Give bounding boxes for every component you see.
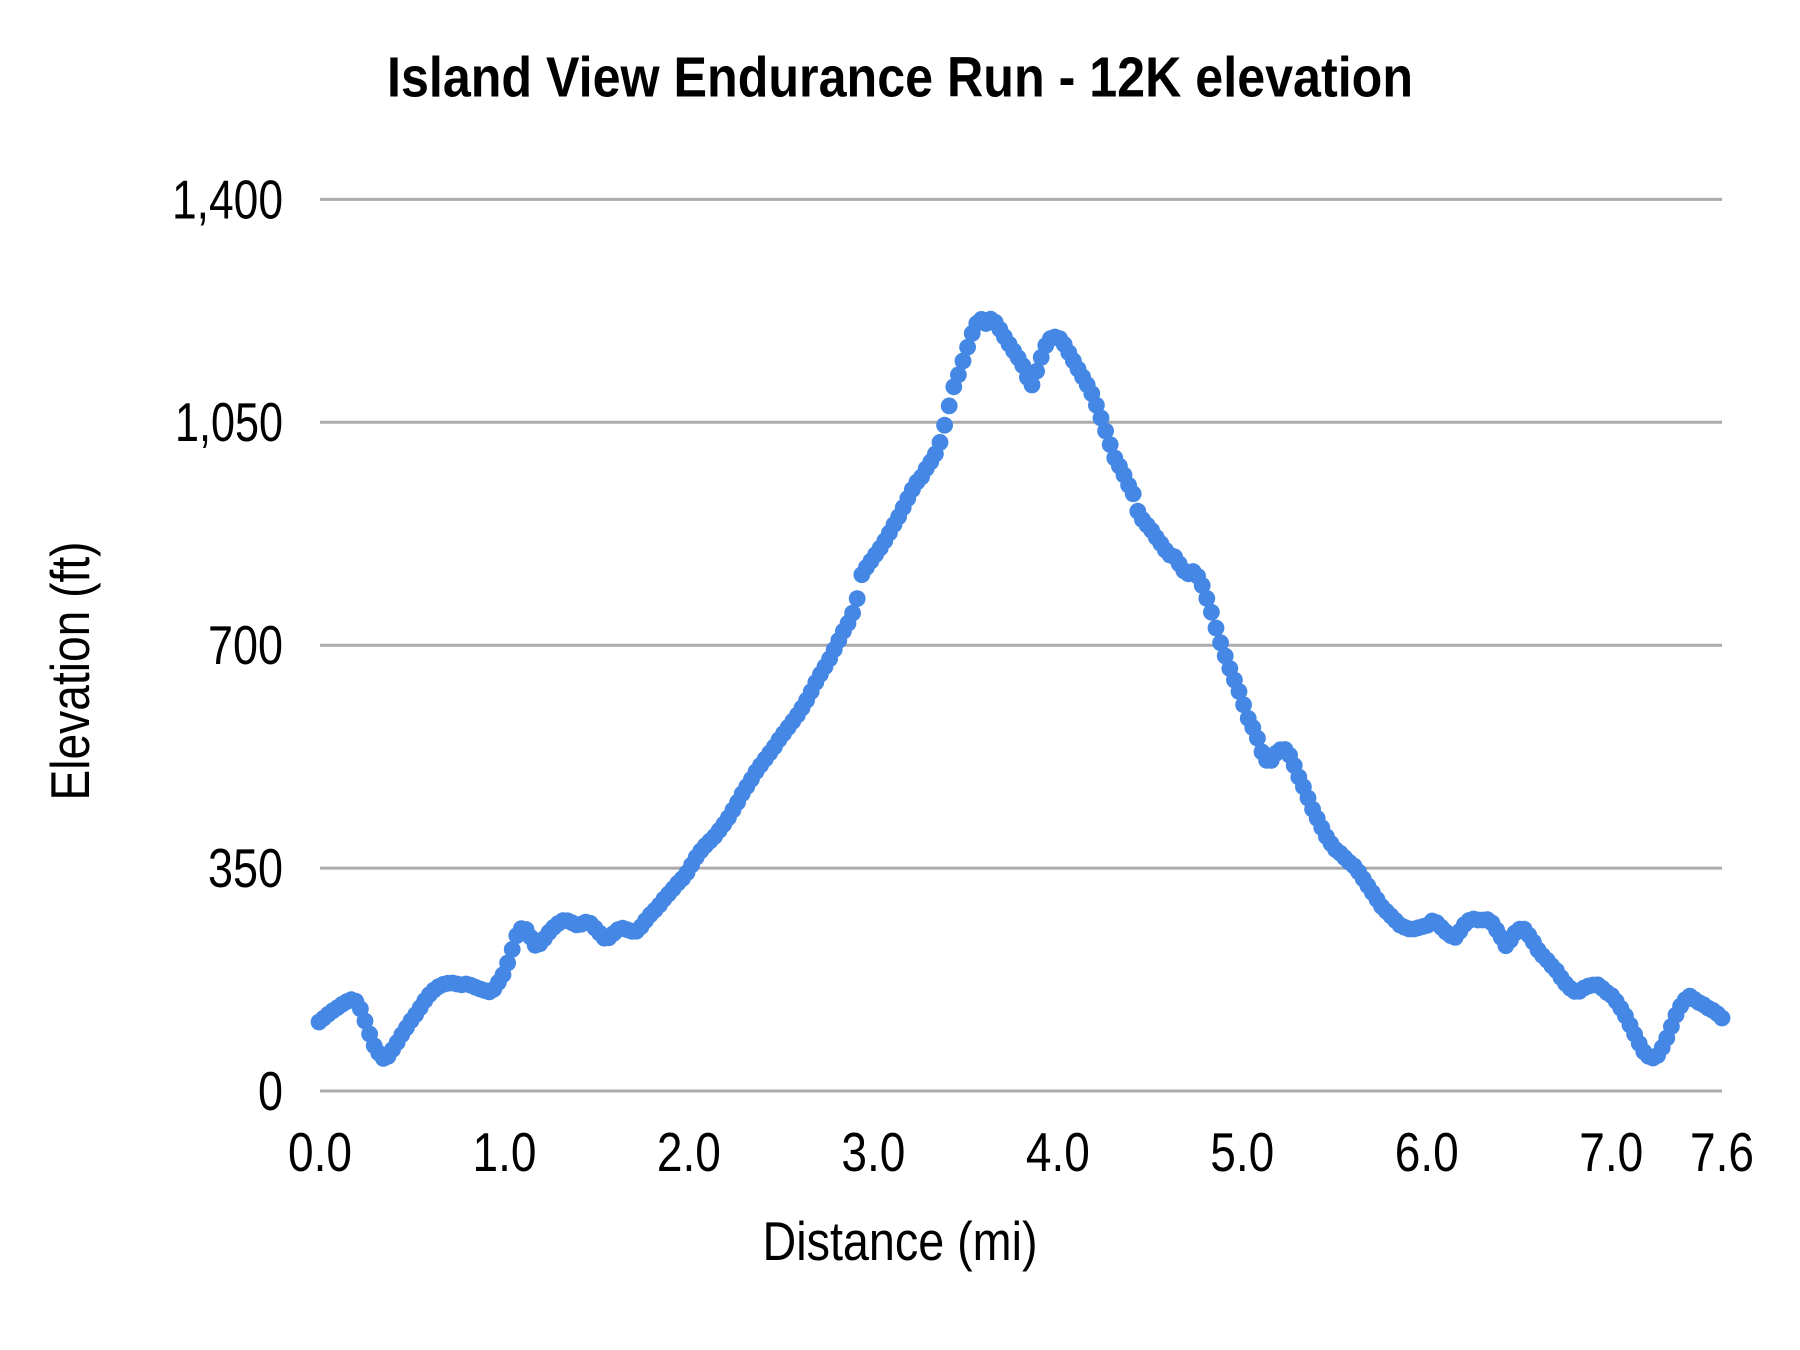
svg-text:7.0: 7.0 bbox=[1579, 1121, 1643, 1183]
svg-text:6.0: 6.0 bbox=[1395, 1121, 1459, 1183]
svg-text:0: 0 bbox=[258, 1060, 283, 1122]
svg-text:Distance (mi): Distance (mi) bbox=[763, 1210, 1038, 1272]
svg-text:3.0: 3.0 bbox=[841, 1121, 905, 1183]
svg-text:2.0: 2.0 bbox=[657, 1121, 721, 1183]
svg-text:1,050: 1,050 bbox=[175, 391, 283, 453]
svg-text:5.0: 5.0 bbox=[1210, 1121, 1274, 1183]
svg-text:700: 700 bbox=[208, 614, 283, 676]
svg-text:0.0: 0.0 bbox=[288, 1121, 352, 1183]
svg-text:Elevation (ft): Elevation (ft) bbox=[39, 542, 101, 801]
svg-text:350: 350 bbox=[208, 837, 283, 899]
svg-text:1.0: 1.0 bbox=[473, 1121, 537, 1183]
svg-text:Island View Endurance Run - 12: Island View Endurance Run - 12K elevatio… bbox=[387, 46, 1413, 110]
svg-text:4.0: 4.0 bbox=[1026, 1121, 1090, 1183]
svg-text:7.6: 7.6 bbox=[1690, 1121, 1754, 1183]
svg-text:1,400: 1,400 bbox=[172, 168, 283, 230]
